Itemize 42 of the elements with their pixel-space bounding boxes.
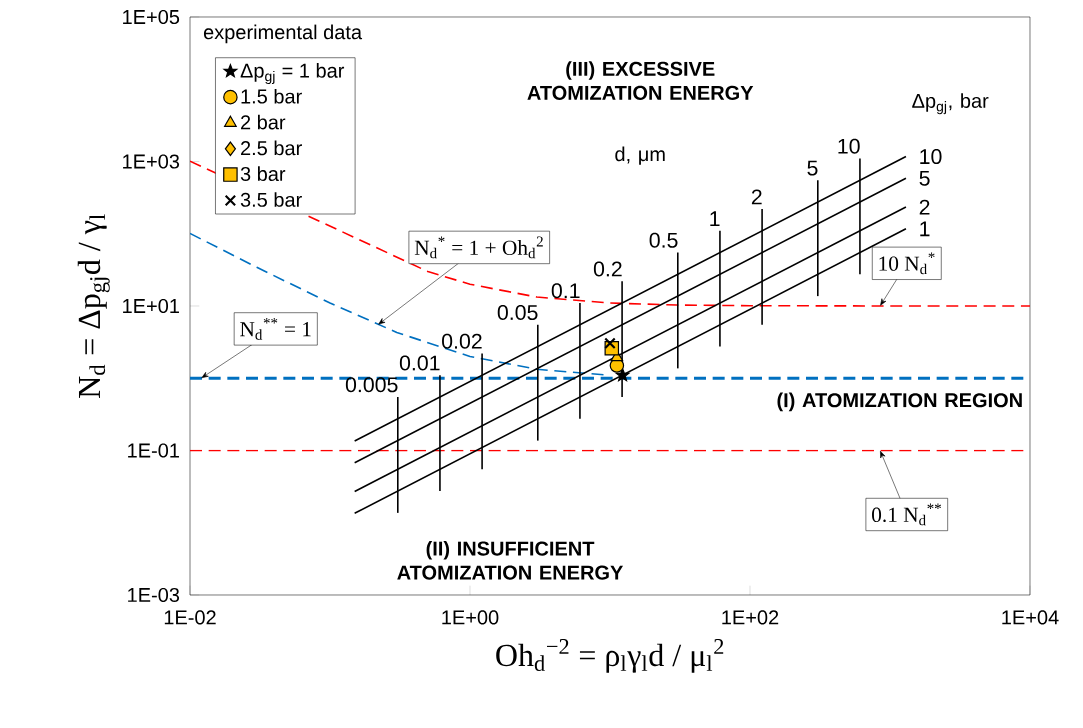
x-tick-label: 1E+04	[1002, 610, 1059, 625]
annotation: 0.005	[345, 377, 398, 393]
annotation: 10	[838, 138, 860, 154]
legend-label: Δp$_{gj}$ = 1 bar	[240, 63, 345, 84]
annotation: 2	[751, 189, 762, 205]
y-tick-label: 1E-01	[128, 443, 179, 458]
y-tick-label: 1E+03	[123, 154, 180, 169]
legend-title: experimental data	[203, 24, 363, 44]
legend-label: 2 bar	[241, 114, 286, 130]
annotation: 2	[919, 199, 930, 215]
annotation: N$_{d}$$^{*}$ = 1 + Oh$_{d}$2	[414, 236, 543, 259]
annotation: (II) INSUFFICIENT ATOMIZATION ENERGY	[397, 540, 624, 580]
y-axis-title: N$_{d}$ = Δp$_{gj}$d / γ$_{l}$	[77, 214, 110, 398]
annotation: (III) EXCESSIVE ATOMIZATION ENERGY	[527, 61, 754, 100]
annotation: 10	[920, 149, 942, 165]
annotation: 1	[710, 211, 720, 227]
annotation: 5	[919, 170, 930, 186]
annotation: 0.2	[593, 261, 622, 277]
annotation: 0.02	[442, 333, 482, 349]
legend-label: 2.5 bar	[241, 140, 302, 156]
annotation: 0.05	[497, 304, 538, 321]
y-tick-label: 1E+01	[123, 298, 179, 314]
text: Oh$_{d}$$^{−2}$ = ρ$_{l}$γ$_{l}$d / μ$_{l}$2	[496, 639, 724, 673]
y-tick-label: 1E-03	[128, 587, 180, 603]
annotation: (I) ATOMIZATION REGION	[777, 392, 1022, 412]
legend-label: 3.5 bar	[240, 192, 302, 207]
x-tick-label: 1E+00	[442, 610, 499, 625]
x-tick-label: 1E-02	[164, 610, 216, 625]
annotation: 10 N$_{d}$*	[879, 252, 935, 275]
annotation: 0.1	[551, 283, 580, 299]
legend-label: 1.5 bar	[241, 88, 302, 104]
x-tick-label: 1E+02	[722, 610, 779, 625]
annotation: 0.01	[399, 355, 440, 371]
legend-label: 3 bar	[240, 166, 286, 182]
y-tick-label: 1E+05	[123, 9, 180, 25]
annotation: Δp$_{gj}$, bar	[912, 93, 989, 115]
annotation: 0.1 N$_{d}$**	[872, 503, 941, 526]
annotation: 1	[920, 221, 930, 237]
annotation: 0.5	[649, 232, 678, 248]
annotation: d, μm	[615, 146, 665, 165]
annotation: 5	[807, 160, 818, 176]
annotation: N$_{d}$$^{**}$ = 1	[240, 318, 311, 340]
